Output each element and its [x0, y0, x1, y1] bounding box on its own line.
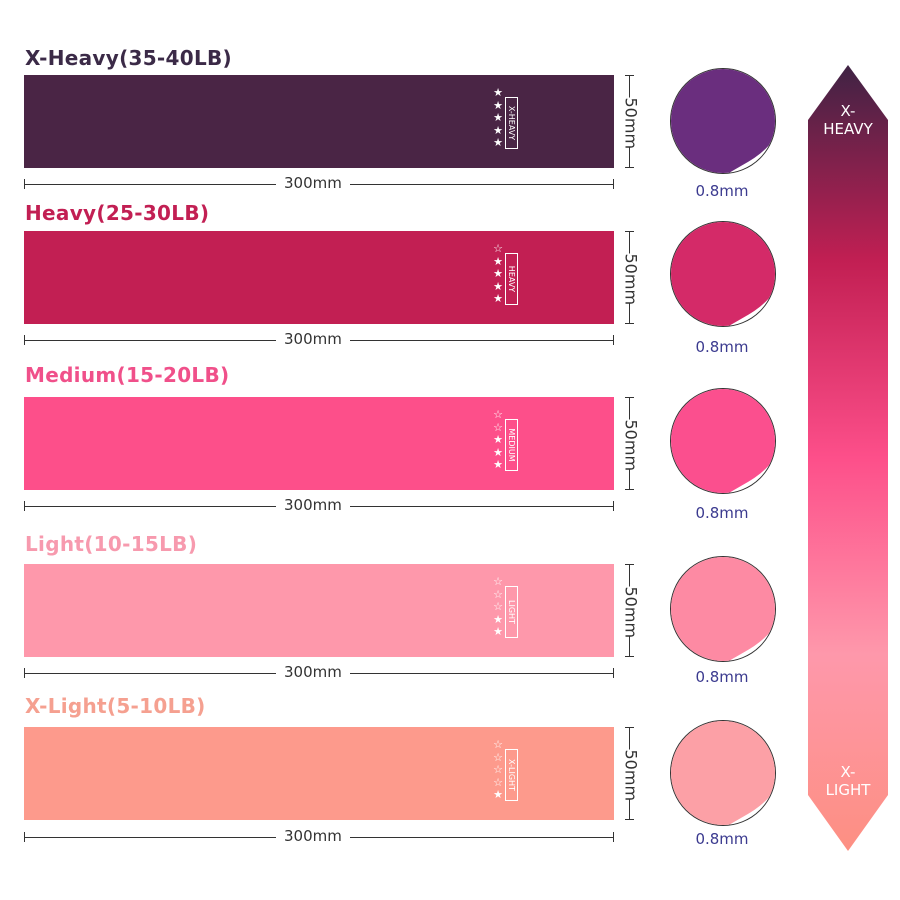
band-title: Heavy(25-30LB): [25, 201, 210, 225]
resistance-band: ☆ ★ ★ ★ ★ HEAVY: [24, 231, 614, 324]
star-rating: ☆ ☆ ☆ ☆ ★: [492, 738, 504, 802]
thickness-detail-image: [670, 720, 776, 826]
star-empty-icon: ☆: [493, 408, 503, 421]
star-empty-icon: ☆: [493, 763, 503, 776]
width-dimension: 50mm: [621, 231, 641, 324]
length-dimension: 300mm: [24, 174, 614, 192]
thickness-label: 0.8mm: [695, 182, 749, 200]
band-tag-label: MEDIUM: [505, 419, 518, 471]
thickness-detail-image: [670, 68, 776, 174]
resistance-band: ☆ ☆ ☆ ☆ ★ X-LIGHT: [24, 727, 614, 820]
thickness-label: 0.8mm: [695, 668, 749, 686]
width-dimension: 50mm: [621, 75, 641, 168]
star-empty-icon: ☆: [493, 600, 503, 613]
width-label: 50mm: [621, 97, 641, 150]
width-label: 50mm: [621, 749, 641, 802]
band-tag: ★ ★ ★ ★ ★ X-HEAVY: [492, 86, 522, 157]
star-filled-icon: ★: [493, 136, 503, 149]
length-dimension: 300mm: [24, 496, 614, 514]
thickness-label: 0.8mm: [695, 338, 749, 356]
star-empty-icon: ☆: [493, 738, 503, 751]
star-filled-icon: ★: [493, 458, 503, 471]
band-tag: ☆ ★ ★ ★ ★ HEAVY: [492, 242, 522, 313]
star-filled-icon: ★: [493, 279, 503, 293]
star-filled-icon: ★: [493, 254, 503, 268]
star-filled-icon: ★: [493, 111, 503, 124]
length-label: 300mm: [276, 496, 350, 514]
band-tag: ☆ ☆ ☆ ☆ ★ X-LIGHT: [492, 738, 522, 809]
thickness-detail-image: [670, 388, 776, 494]
band-tag: ☆ ☆ ★ ★ ★ MEDIUM: [492, 408, 522, 479]
band-title: X-Heavy(35-40LB): [25, 46, 232, 70]
star-filled-icon: ★: [493, 788, 503, 801]
star-filled-icon: ★: [493, 123, 503, 137]
length-dimension: 300mm: [24, 827, 614, 845]
length-label: 300mm: [276, 174, 350, 192]
band-tag-label: LIGHT: [505, 586, 518, 638]
resistance-band: ☆ ☆ ★ ★ ★ MEDIUM: [24, 397, 614, 490]
band-title: Light(10-15LB): [25, 532, 198, 556]
star-empty-icon: ☆: [493, 420, 503, 434]
star-filled-icon: ★: [493, 625, 503, 638]
thickness-detail-image: [670, 221, 776, 327]
resistance-band: ★ ★ ★ ★ ★ X-HEAVY: [24, 75, 614, 168]
thickness-label: 0.8mm: [695, 504, 749, 522]
star-rating: ☆ ☆ ★ ★ ★: [492, 408, 504, 472]
length-dimension: 300mm: [24, 663, 614, 681]
band-tag-label: HEAVY: [505, 253, 518, 305]
star-filled-icon: ★: [493, 433, 503, 446]
scale-bottom-label: X- LIGHT: [825, 763, 871, 799]
width-label: 50mm: [621, 586, 641, 639]
length-label: 300mm: [276, 330, 350, 348]
star-rating: ☆ ★ ★ ★ ★: [492, 242, 504, 306]
scale-top-label: X- HEAVY: [823, 102, 873, 138]
star-empty-icon: ☆: [493, 750, 503, 764]
star-filled-icon: ★: [493, 86, 503, 99]
width-dimension: 50mm: [621, 397, 641, 490]
width-label: 50mm: [621, 253, 641, 306]
thickness-label: 0.8mm: [695, 830, 749, 848]
resistance-scale-arrow: [808, 65, 888, 851]
length-dimension: 300mm: [24, 330, 614, 348]
length-label: 300mm: [276, 663, 350, 681]
band-tag: ☆ ☆ ☆ ★ ★ LIGHT: [492, 575, 522, 646]
star-empty-icon: ☆: [493, 775, 503, 789]
star-rating: ★ ★ ★ ★ ★: [492, 86, 504, 150]
band-tag-label: X-LIGHT: [505, 749, 518, 801]
resistance-band: ☆ ☆ ☆ ★ ★ LIGHT: [24, 564, 614, 657]
star-filled-icon: ★: [493, 292, 503, 305]
star-empty-icon: ☆: [493, 587, 503, 601]
width-dimension: 50mm: [621, 727, 641, 820]
band-title: X-Light(5-10LB): [25, 694, 206, 718]
star-rating: ☆ ☆ ☆ ★ ★: [492, 575, 504, 639]
star-filled-icon: ★: [493, 98, 503, 112]
star-empty-icon: ☆: [493, 242, 503, 255]
length-label: 300mm: [276, 827, 350, 845]
star-filled-icon: ★: [493, 267, 503, 280]
width-dimension: 50mm: [621, 564, 641, 657]
star-filled-icon: ★: [493, 612, 503, 626]
band-tag-label: X-HEAVY: [505, 97, 518, 149]
thickness-detail-image: [670, 556, 776, 662]
band-title: Medium(15-20LB): [25, 363, 230, 387]
star-empty-icon: ☆: [493, 575, 503, 588]
width-label: 50mm: [621, 419, 641, 472]
star-filled-icon: ★: [493, 445, 503, 459]
